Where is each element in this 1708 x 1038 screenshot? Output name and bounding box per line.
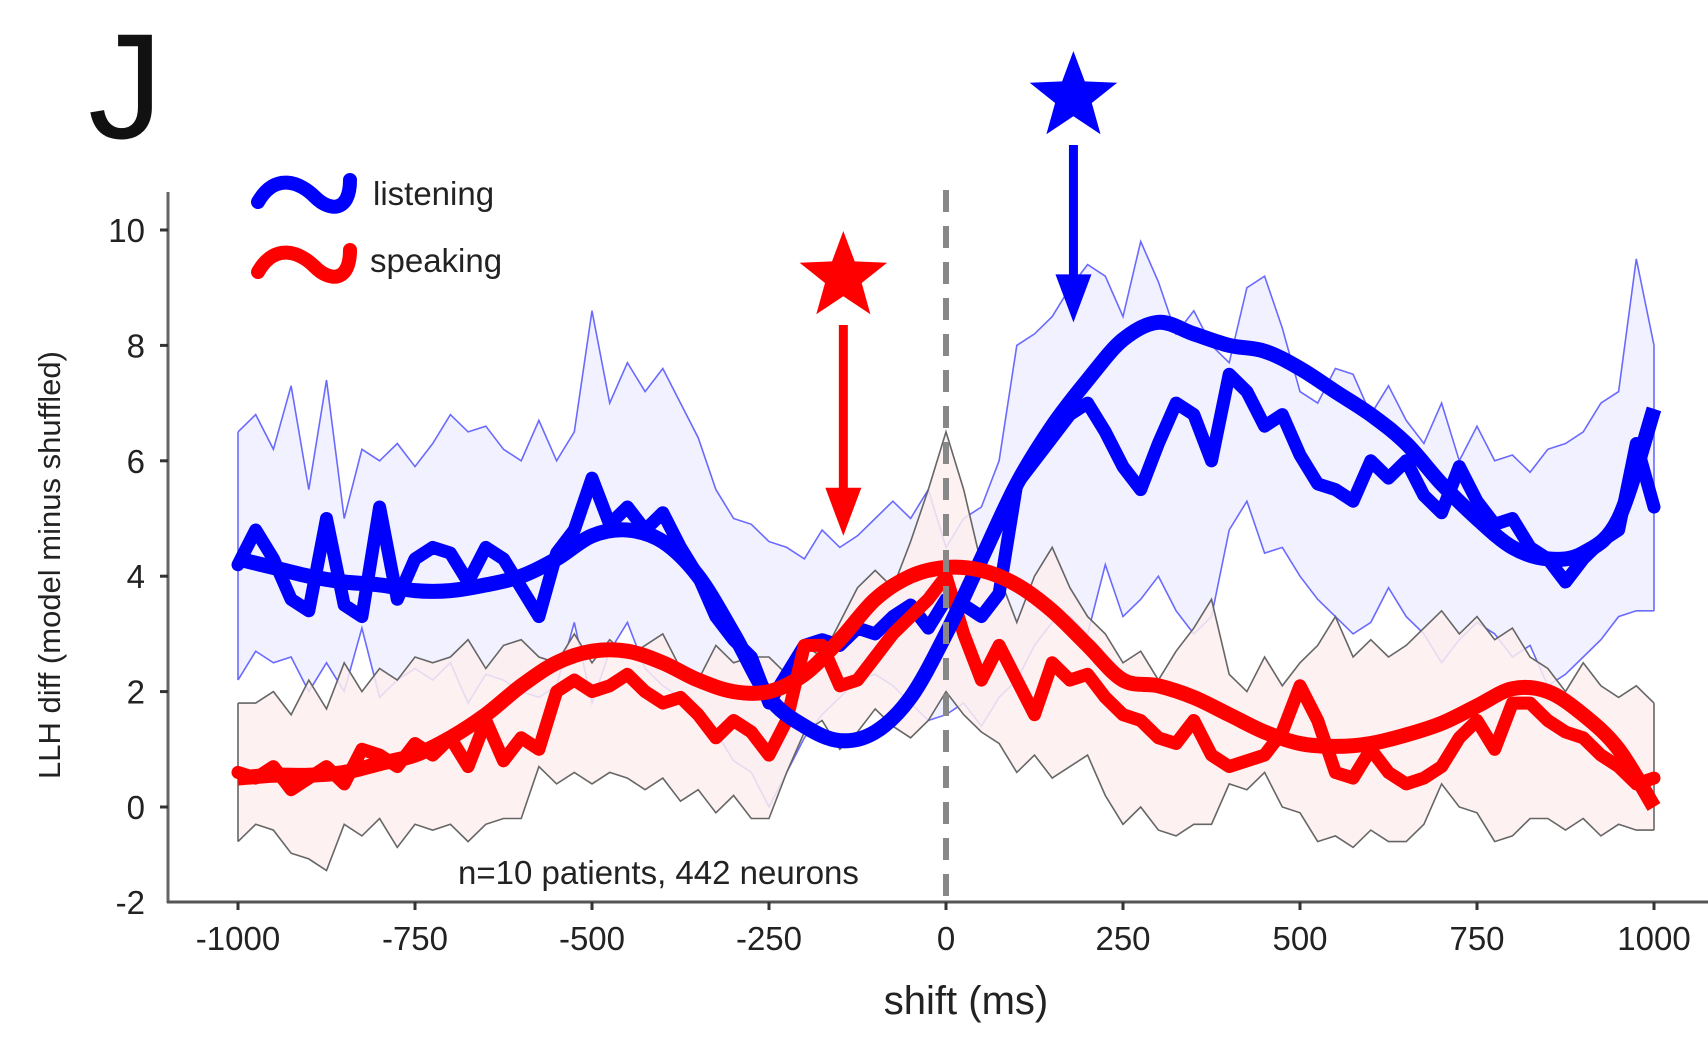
legend-label-speaking: speaking xyxy=(370,242,502,279)
x-ticks: -1000 -750 -500 -250 0 250 500 750 1000 xyxy=(196,902,1691,957)
y-axis-title: LLH diff (model minus shuffled) xyxy=(32,351,67,779)
legend-swatch-listening xyxy=(251,173,357,214)
speaking-star-icon xyxy=(799,231,888,315)
x-tick-label: -500 xyxy=(559,920,625,957)
x-tick-label: 1000 xyxy=(1617,920,1690,957)
listening-arrow-head-icon xyxy=(1055,274,1092,323)
listening-smoothed-line xyxy=(236,314,1662,749)
legend-swatch-speaking xyxy=(251,243,357,284)
y-tick-label: -2 xyxy=(116,884,145,921)
legend: listening speaking xyxy=(251,173,502,284)
legend-label-listening: listening xyxy=(373,175,494,212)
y-tick-label: 10 xyxy=(108,212,145,249)
panel-label: J xyxy=(88,2,163,170)
x-tick-label: 500 xyxy=(1272,920,1327,957)
speaking-ci-lower-line xyxy=(237,690,1654,872)
x-tick-label: -750 xyxy=(382,920,448,957)
speaking-ci-band xyxy=(238,431,1654,871)
y-tick-label: 8 xyxy=(127,327,145,364)
speaking-raw-line xyxy=(231,569,1661,797)
x-tick-label: 250 xyxy=(1095,920,1150,957)
y-tick-label: 2 xyxy=(127,674,145,711)
x-tick-label: -1000 xyxy=(196,920,280,957)
y-ticks: 10 8 6 4 2 0 -2 xyxy=(108,212,168,921)
listening-star-icon xyxy=(1029,51,1118,135)
x-tick-label: 750 xyxy=(1449,920,1504,957)
axes xyxy=(166,192,1708,904)
y-tick-label: 0 xyxy=(127,789,145,826)
x-tick-label: 0 xyxy=(937,920,955,957)
x-tick-label: -250 xyxy=(736,920,802,957)
sample-size-annotation: n=10 patients, 442 neurons xyxy=(458,854,859,891)
speaking-ci-upper-line xyxy=(238,429,1655,717)
x-axis-title: shift (ms) xyxy=(884,979,1048,1023)
y-tick-label: 6 xyxy=(127,443,145,480)
y-tick-label: 4 xyxy=(127,558,145,595)
speaking-arrow-head-icon xyxy=(825,487,862,536)
significance-markers xyxy=(799,51,1118,536)
